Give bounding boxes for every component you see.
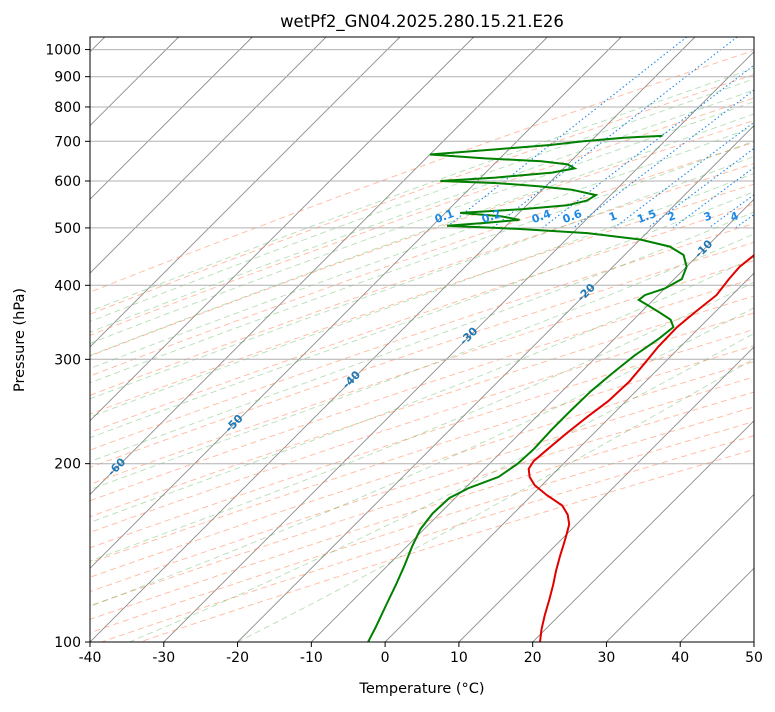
- chart-title: wetPf2_GN04.2025.280.15.21.E26: [280, 12, 564, 32]
- y-tick-label: 1000: [45, 43, 81, 59]
- y-tick-label: 900: [54, 70, 81, 86]
- x-tick-label: 30: [598, 650, 616, 666]
- x-tick-label: 20: [524, 650, 542, 666]
- y-tick-label: 300: [54, 352, 81, 368]
- y-tick-label: 200: [54, 457, 81, 473]
- y-axis-title: Pressure (hPa): [12, 288, 28, 392]
- y-tick-label: 100: [54, 635, 81, 651]
- y-tick-label: 700: [54, 134, 81, 150]
- x-tick-label: -10: [300, 650, 323, 666]
- y-tick-label: 600: [54, 174, 81, 190]
- x-axis-title: Temperature (°C): [358, 681, 484, 697]
- x-tick-label: 10: [450, 650, 468, 666]
- x-tick-label: 50: [745, 650, 763, 666]
- x-tick-label: -30: [152, 650, 175, 666]
- x-tick-label: 0: [381, 650, 390, 666]
- y-tick-label: 800: [54, 100, 81, 116]
- x-tick-label: 40: [671, 650, 689, 666]
- x-tick-label: -20: [226, 650, 249, 666]
- x-tick-label: -40: [79, 650, 102, 666]
- y-tick-label: 500: [54, 221, 81, 237]
- y-tick-label: 400: [54, 278, 81, 294]
